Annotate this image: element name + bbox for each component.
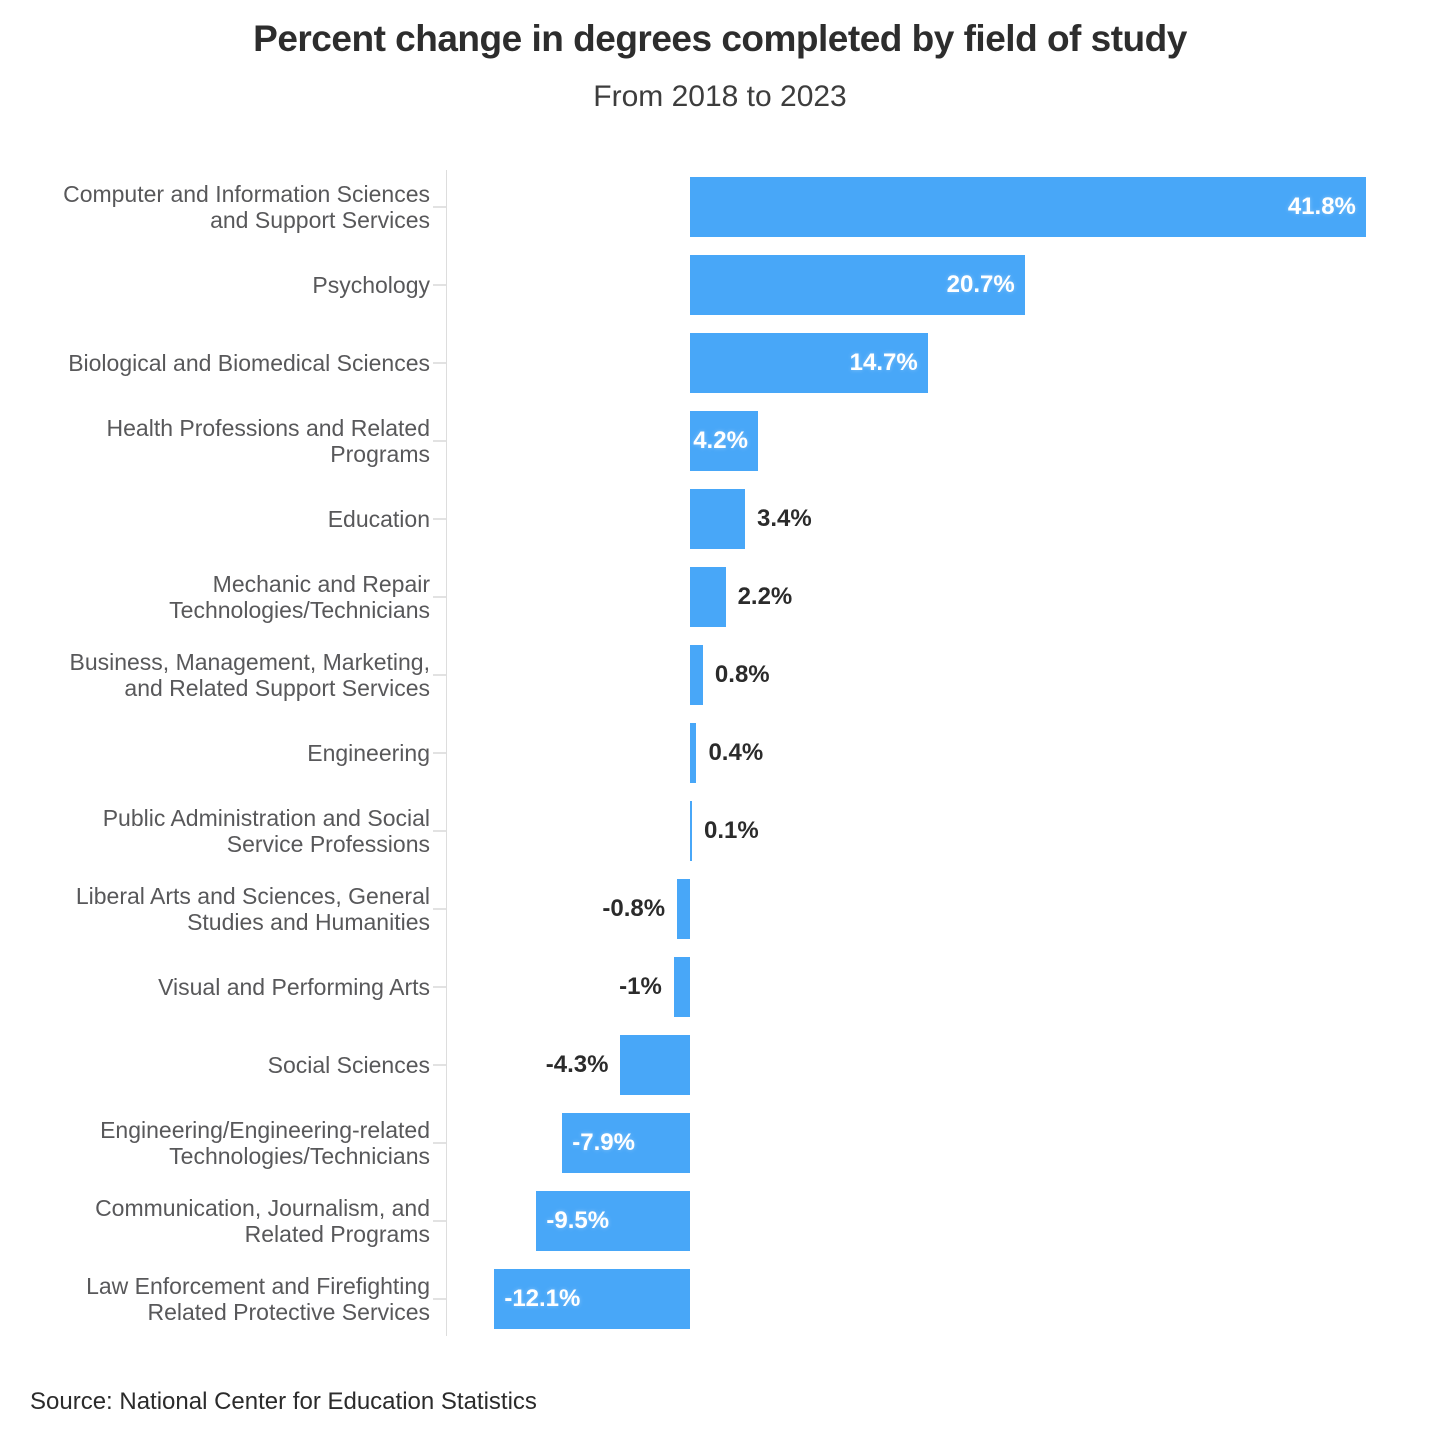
value-label: 14.7% bbox=[849, 349, 918, 376]
chart-row: Law Enforcement and Firefighting Related… bbox=[0, 1260, 1440, 1338]
chart-row: Computer and Information Sciences and Su… bbox=[0, 168, 1440, 246]
category-label: Engineering/Engineering-related Technolo… bbox=[100, 1116, 430, 1170]
axis-tick-mark bbox=[433, 986, 446, 988]
source-note: Source: National Center for Education St… bbox=[30, 1388, 537, 1415]
axis-tick-mark bbox=[433, 206, 446, 208]
plot-area: -9.5% bbox=[446, 1182, 1440, 1260]
bar bbox=[690, 567, 726, 627]
plot-area: -0.8% bbox=[446, 870, 1440, 948]
category-label: Visual and Performing Arts bbox=[158, 973, 430, 1000]
plot-area: 0.8% bbox=[446, 636, 1440, 714]
category-label: Health Professions and Related Programs bbox=[106, 414, 430, 468]
category-label: Education bbox=[327, 505, 430, 532]
plot-area: 3.4% bbox=[446, 480, 1440, 558]
value-label: -4.3% bbox=[545, 1051, 609, 1078]
plot-area: -12.1% bbox=[446, 1260, 1440, 1338]
value-label: -7.9% bbox=[572, 1129, 635, 1156]
chart-row: Visual and Performing Arts -1% bbox=[0, 948, 1440, 1026]
value-label: 0.4% bbox=[708, 739, 764, 766]
category-label: Engineering bbox=[307, 739, 430, 766]
axis-tick-mark bbox=[433, 752, 446, 754]
bar bbox=[690, 645, 703, 705]
plot-area: 41.8% bbox=[446, 168, 1440, 246]
category-label: Public Administration and Social Service… bbox=[102, 804, 430, 858]
bar-chart: Computer and Information Sciences and Su… bbox=[0, 168, 1440, 1338]
value-label: 2.2% bbox=[737, 583, 793, 610]
plot-area: 4.2% bbox=[446, 402, 1440, 480]
chart-row: Education 3.4% bbox=[0, 480, 1440, 558]
bar: 41.8% bbox=[690, 177, 1366, 237]
axis-tick-mark bbox=[433, 674, 446, 676]
bar: -9.5% bbox=[536, 1191, 690, 1251]
axis-tick-mark bbox=[433, 362, 446, 364]
category-label: Psychology bbox=[312, 271, 430, 298]
chart-title: Percent change in degrees completed by f… bbox=[253, 18, 1187, 59]
plot-area: -4.3% bbox=[446, 1026, 1440, 1104]
chart-row: Social Sciences -4.3% bbox=[0, 1026, 1440, 1104]
axis-tick-mark bbox=[433, 908, 446, 910]
value-label: 3.4% bbox=[756, 505, 812, 532]
category-label: Business, Management, Marketing, and Rel… bbox=[69, 648, 430, 702]
chart-row: Business, Management, Marketing, and Rel… bbox=[0, 636, 1440, 714]
axis-tick-mark bbox=[433, 596, 446, 598]
chart-row: Biological and Biomedical Sciences 14.7% bbox=[0, 324, 1440, 402]
value-label: -1% bbox=[619, 973, 662, 1000]
bar: 20.7% bbox=[690, 255, 1025, 315]
bar bbox=[673, 957, 690, 1017]
value-label: 0.1% bbox=[704, 817, 759, 844]
axis-tick-mark bbox=[433, 1064, 446, 1066]
axis-tick-mark bbox=[433, 284, 446, 286]
axis-tick-mark bbox=[433, 830, 446, 832]
plot-area: -1% bbox=[446, 948, 1440, 1026]
chart-row: Communication, Journalism, and Related P… bbox=[0, 1182, 1440, 1260]
chart-row: Engineering/Engineering-related Technolo… bbox=[0, 1104, 1440, 1182]
plot-area: 2.2% bbox=[446, 558, 1440, 636]
bar bbox=[690, 489, 745, 549]
chart-row: Public Administration and Social Service… bbox=[0, 792, 1440, 870]
bar-rows: Computer and Information Sciences and Su… bbox=[0, 168, 1440, 1338]
bar: -12.1% bbox=[494, 1269, 690, 1329]
plot-area: 20.7% bbox=[446, 246, 1440, 324]
category-label: Computer and Information Sciences and Su… bbox=[63, 180, 430, 234]
axis-tick-mark bbox=[433, 440, 446, 442]
chart-row: Psychology 20.7% bbox=[0, 246, 1440, 324]
axis-tick-mark bbox=[433, 1220, 446, 1222]
bar: 4.2% bbox=[690, 411, 758, 471]
bar bbox=[620, 1035, 690, 1095]
axis-tick-mark bbox=[433, 1142, 446, 1144]
value-label: 4.2% bbox=[693, 427, 748, 454]
category-label: Mechanic and Repair Technologies/Technic… bbox=[169, 570, 430, 624]
category-label: Social Sciences bbox=[267, 1051, 430, 1078]
chart-row: Engineering 0.4% bbox=[0, 714, 1440, 792]
axis-tick-mark bbox=[433, 518, 446, 520]
category-label: Law Enforcement and Firefighting Related… bbox=[86, 1272, 430, 1326]
value-label: -9.5% bbox=[546, 1207, 610, 1234]
chart-row: Liberal Arts and Sciences, General Studi… bbox=[0, 870, 1440, 948]
chart-subtitle: From 2018 to 2023 bbox=[593, 80, 847, 113]
category-label: Liberal Arts and Sciences, General Studi… bbox=[75, 882, 430, 936]
value-label: 41.8% bbox=[1287, 193, 1356, 220]
chart-row: Mechanic and Repair Technologies/Technic… bbox=[0, 558, 1440, 636]
value-label: -0.8% bbox=[602, 895, 666, 922]
bar bbox=[690, 723, 697, 783]
bar bbox=[690, 801, 692, 861]
bar: 14.7% bbox=[690, 333, 928, 393]
value-label: -12.1% bbox=[504, 1285, 581, 1312]
category-label: Biological and Biomedical Sciences bbox=[68, 349, 430, 376]
chart-row: Health Professions and Related Programs 4… bbox=[0, 402, 1440, 480]
plot-area: 0.1% bbox=[446, 792, 1440, 870]
plot-area: 14.7% bbox=[446, 324, 1440, 402]
value-label: 20.7% bbox=[946, 271, 1015, 298]
axis-tick-mark bbox=[433, 1298, 446, 1300]
bar: -7.9% bbox=[562, 1113, 690, 1173]
y-axis-line bbox=[446, 170, 447, 1336]
plot-area: 0.4% bbox=[446, 714, 1440, 792]
category-label: Communication, Journalism, and Related P… bbox=[95, 1194, 430, 1248]
bar bbox=[677, 879, 690, 939]
plot-area: -7.9% bbox=[446, 1104, 1440, 1182]
value-label: 0.8% bbox=[714, 661, 770, 688]
